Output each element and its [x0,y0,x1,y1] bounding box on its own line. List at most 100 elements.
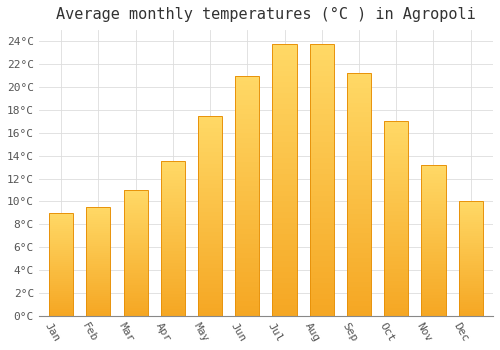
Bar [347,175,371,180]
Bar [160,198,185,202]
Bar [422,264,446,267]
Bar [272,44,296,49]
Bar [49,264,73,266]
Bar [422,207,446,210]
Bar [347,78,371,83]
Bar [422,192,446,195]
Bar [458,222,483,224]
Bar [458,298,483,300]
Bar [272,55,296,60]
Bar [124,248,148,250]
Bar [458,259,483,261]
Bar [272,267,296,272]
Bar [458,201,483,204]
Bar [272,261,296,267]
Bar [384,195,408,199]
Bar [198,204,222,208]
Bar [86,307,110,309]
Bar [347,292,371,296]
Bar [124,233,148,235]
Bar [384,253,408,257]
Bar [124,253,148,256]
Bar [422,180,446,183]
Bar [347,98,371,103]
Bar [86,287,110,289]
Bar [160,275,185,279]
Bar [458,217,483,220]
Bar [384,141,408,145]
Bar [384,261,408,265]
Bar [86,305,110,307]
Bar [198,216,222,220]
Bar [86,240,110,242]
Bar [384,215,408,218]
Bar [458,295,483,298]
Bar [160,270,185,273]
Bar [422,252,446,256]
Bar [124,225,148,228]
Bar [235,282,260,287]
Bar [384,176,408,180]
Bar [310,185,334,191]
Bar [49,258,73,260]
Bar [422,301,446,303]
Bar [384,242,408,246]
Bar [49,240,73,242]
Bar [124,205,148,208]
Bar [384,230,408,234]
Bar [198,116,222,120]
Bar [49,268,73,271]
Bar [235,277,260,282]
Bar [235,210,260,215]
Bar [49,289,73,291]
Bar [347,88,371,93]
Bar [160,174,185,177]
Bar [422,201,446,204]
Bar [458,279,483,281]
Bar [272,87,296,93]
Bar [347,180,371,185]
Bar [86,211,110,214]
Bar [49,312,73,314]
Bar [347,161,371,166]
Bar [86,248,110,251]
Bar [49,297,73,299]
Bar [272,93,296,98]
Bar [235,205,260,210]
Bar [347,122,371,127]
Bar [124,260,148,263]
Bar [124,303,148,306]
Bar [160,285,185,288]
Bar [458,288,483,290]
Bar [310,310,334,316]
Bar [272,163,296,169]
Bar [458,300,483,302]
Bar [384,296,408,300]
Bar [384,164,408,168]
Bar [458,265,483,268]
Bar [347,277,371,282]
Bar [235,105,260,109]
Bar [198,156,222,160]
Bar [235,167,260,172]
Bar [458,302,483,304]
Bar [458,263,483,265]
Bar [347,233,371,238]
Bar [160,180,185,183]
Bar [160,297,185,300]
Bar [86,296,110,298]
Bar [124,268,148,271]
Bar [198,224,222,228]
Bar [310,169,334,174]
Bar [458,261,483,263]
Bar [198,272,222,276]
Bar [458,231,483,233]
Bar [198,128,222,132]
Bar [198,312,222,316]
Bar [272,223,296,229]
Bar [124,293,148,295]
Bar [310,125,334,131]
Bar [198,300,222,304]
Bar [86,244,110,246]
Bar [422,258,446,261]
